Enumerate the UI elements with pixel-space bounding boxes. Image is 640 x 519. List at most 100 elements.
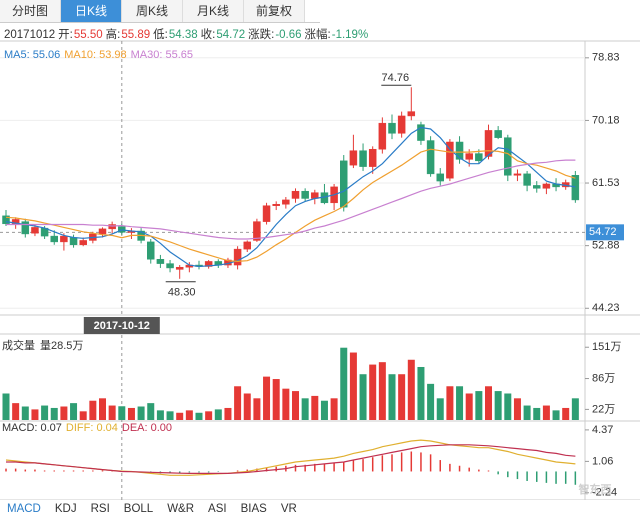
- macd-legend: DIFF: 0.04: [66, 422, 118, 434]
- volume-bar: [436, 398, 444, 420]
- candle-body: [282, 199, 290, 205]
- period-tab[interactable]: 前复权: [244, 0, 305, 22]
- period-tab[interactable]: 周K线: [122, 0, 183, 22]
- volume-bar: [60, 406, 68, 420]
- volume-bar: [427, 383, 435, 420]
- quote-value: 54.38: [168, 29, 198, 41]
- candle-body: [484, 130, 493, 157]
- quote-label: 高:: [105, 29, 121, 41]
- volume-subtitle: 量28.5万: [40, 339, 83, 352]
- volume-bar: [99, 398, 106, 420]
- indicator-tab[interactable]: VR: [280, 503, 297, 515]
- y-tick-label: 4.37: [592, 424, 613, 436]
- candle-body: [349, 150, 358, 166]
- volume-bar: [272, 379, 280, 420]
- quote-label: 涨跌:: [248, 29, 275, 41]
- volume-bar: [465, 393, 473, 420]
- quote-label: 收:: [200, 29, 216, 41]
- candle-body: [340, 160, 348, 208]
- candle-body: [147, 241, 155, 260]
- volume-bar: [456, 386, 464, 420]
- price-tag: 54.72: [589, 226, 617, 238]
- volume-bar: [214, 409, 222, 420]
- volume-bar: [369, 364, 377, 420]
- indicator-tab[interactable]: ASI: [208, 503, 227, 515]
- candle-body: [21, 221, 30, 235]
- candle-body: [513, 173, 522, 176]
- period-tabs: 分时图 日K线 周K线 月K线 前复权: [0, 0, 320, 23]
- indicator-tab[interactable]: BOLL: [123, 503, 154, 515]
- candle-body: [11, 219, 20, 225]
- candle-body: [69, 237, 78, 246]
- macd-line: [6, 444, 576, 474]
- candle-body: [455, 141, 464, 160]
- volume-bar: [41, 405, 49, 420]
- volume-bar: [513, 398, 521, 420]
- candle-body: [79, 240, 87, 246]
- max-label: 74.76: [382, 72, 410, 84]
- macd-legend: DEA: 0.00: [122, 422, 172, 434]
- volume-bar: [417, 366, 425, 420]
- period-tab[interactable]: 分时图: [0, 0, 61, 22]
- candle-body: [475, 153, 483, 162]
- candle-body: [378, 122, 387, 150]
- volume-bar: [292, 391, 299, 420]
- volume-bar: [195, 412, 203, 420]
- volume-bar: [533, 407, 541, 420]
- volume-bar: [205, 411, 213, 420]
- volume-bar: [494, 391, 502, 420]
- candle-body: [2, 215, 10, 225]
- volume-bar: [388, 374, 396, 420]
- indicator-tabs: MACD KDJ RSI BOLL W&R ASI BIAS VR: [0, 500, 304, 519]
- indicator-tab[interactable]: W&R: [167, 503, 195, 515]
- quote-label: 低:: [153, 29, 168, 41]
- candle-body: [301, 190, 309, 199]
- period-tab[interactable]: 月K线: [183, 0, 244, 22]
- candle-body: [98, 228, 107, 235]
- watermark: 智东西: [579, 482, 612, 496]
- candle-body: [243, 241, 251, 250]
- indicator-tab[interactable]: RSI: [90, 503, 110, 515]
- indicator-tab[interactable]: KDJ: [54, 503, 77, 515]
- chart: 44.23 52.88 61.53 70.18 78.83 22万 86万 151万 -2.24…: [0, 40, 640, 500]
- candle-body: [291, 190, 300, 199]
- y-tick-label: 78.83: [592, 52, 620, 64]
- volume-bar: [263, 376, 271, 420]
- y-tick-label: 151万: [592, 341, 621, 353]
- y-tick-label: 52.88: [592, 240, 620, 252]
- candle-body: [233, 248, 242, 266]
- period-tab[interactable]: 日K线: [61, 0, 122, 22]
- volume-title: 成交量: [2, 338, 35, 352]
- volume-bar: [176, 412, 184, 420]
- candle-body: [253, 221, 261, 241]
- candle-body: [542, 183, 551, 189]
- indicator-tab[interactable]: MACD: [7, 503, 41, 515]
- volume-bar: [127, 407, 135, 420]
- date-tag: 2017-10-12: [94, 320, 150, 332]
- quote-label: 涨幅:: [304, 29, 331, 41]
- volume-bar: [282, 388, 290, 420]
- candle-body: [533, 185, 541, 189]
- volume-bar: [359, 374, 367, 420]
- volume-bar: [185, 410, 193, 420]
- candle-body: [426, 140, 435, 175]
- quote-label: 开:: [58, 29, 73, 41]
- ma-line: [5, 126, 576, 268]
- volume-bar: [398, 374, 406, 420]
- quote-date: 20171012: [4, 29, 56, 41]
- quote-value: -0.66: [275, 29, 302, 41]
- volume-bar: [340, 347, 348, 420]
- volume-bar: [89, 400, 97, 420]
- volume-bar: [147, 403, 155, 420]
- volume-bar: [378, 362, 386, 420]
- macd-legend: MACD: 0.07: [2, 422, 62, 434]
- candle-body: [175, 266, 184, 270]
- volume-bar: [475, 391, 483, 420]
- volume-bar: [330, 398, 338, 420]
- quote-value: -1.19%: [331, 29, 369, 41]
- candle-body: [523, 173, 531, 186]
- y-tick-label: 44.23: [592, 302, 620, 314]
- indicator-tab[interactable]: BIAS: [240, 503, 267, 515]
- candle-body: [407, 111, 416, 117]
